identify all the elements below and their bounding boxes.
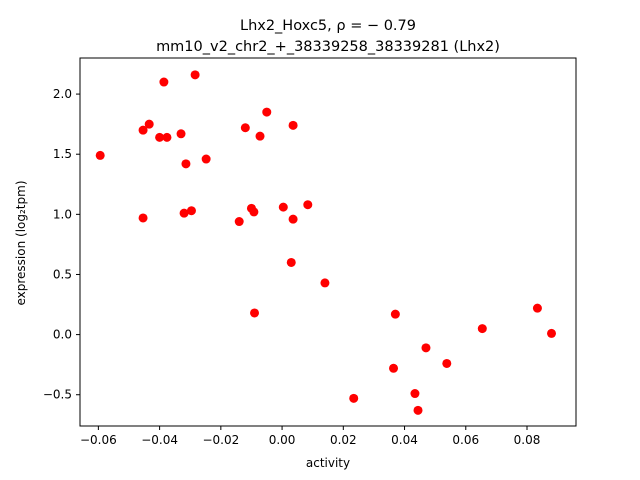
x-tick-label: −0.06 <box>80 433 117 447</box>
data-point-26 <box>349 393 359 403</box>
y-axis-ticks: −0.5 0.0 0.5 1.0 1.5 2.0 <box>43 87 80 402</box>
data-point-35 <box>547 328 557 338</box>
x-tick-label: 0.02 <box>330 433 357 447</box>
data-point-8 <box>176 129 186 139</box>
data-point-2 <box>144 119 154 129</box>
data-point-16 <box>249 207 259 217</box>
x-axis-ticks: −0.06 −0.04 −0.02 0.00 0.02 0.04 0.06 0.08 <box>80 426 540 447</box>
data-point-0 <box>95 150 105 160</box>
data-point-12 <box>201 154 211 164</box>
data-point-21 <box>288 120 298 130</box>
x-tick-label: 0.00 <box>269 433 296 447</box>
data-point-1 <box>138 125 148 135</box>
data-point-14 <box>240 123 250 133</box>
data-point-19 <box>250 308 260 318</box>
data-point-6 <box>190 70 200 80</box>
y-tick-label: −0.5 <box>43 388 72 402</box>
data-point-24 <box>286 257 296 267</box>
y-tick-label: 1.0 <box>53 207 72 221</box>
data-point-18 <box>262 107 272 117</box>
data-point-25 <box>320 278 330 288</box>
data-points <box>95 70 557 415</box>
plot-area: −0.06 −0.04 −0.02 0.00 0.02 0.04 0.06 0.08 −0.5… <box>43 57 577 447</box>
data-point-10 <box>179 208 189 218</box>
data-point-33 <box>477 324 487 334</box>
data-point-17 <box>255 131 265 141</box>
data-point-7 <box>138 213 148 223</box>
x-tick-label: 0.06 <box>452 433 479 447</box>
data-point-9 <box>181 159 191 169</box>
axes-frame <box>79 57 577 427</box>
data-point-4 <box>162 132 172 142</box>
x-tick-label: −0.04 <box>141 433 178 447</box>
x-tick-label: 0.08 <box>514 433 541 447</box>
data-point-27 <box>389 363 399 373</box>
x-axis-label: activity <box>306 456 350 470</box>
data-point-30 <box>413 405 423 415</box>
y-tick-label: 1.5 <box>53 147 72 161</box>
data-point-23 <box>303 200 313 210</box>
data-point-31 <box>421 343 431 353</box>
y-tick-label: 0.5 <box>53 267 72 281</box>
x-tick-label: −0.02 <box>202 433 239 447</box>
data-point-13 <box>234 217 244 227</box>
data-point-5 <box>159 77 169 87</box>
y-tick-label: 2.0 <box>53 87 72 101</box>
x-tick-label: 0.04 <box>391 433 418 447</box>
data-point-28 <box>390 309 400 319</box>
y-axis-label: expression (log₂tpm) <box>14 180 28 305</box>
data-point-34 <box>532 303 542 313</box>
chart-title-line1: Lhx2_Hoxc5, ρ = − 0.79 <box>240 18 416 34</box>
data-point-29 <box>410 389 420 399</box>
data-point-20 <box>278 202 288 212</box>
data-point-3 <box>155 132 165 142</box>
data-point-22 <box>288 214 298 224</box>
chart-title-line2: mm10_v2_chr2_+_38339258_38339281 (Lhx2) <box>156 39 500 55</box>
y-tick-label: 0.0 <box>53 328 72 342</box>
data-point-11 <box>186 206 196 216</box>
data-point-32 <box>442 358 452 368</box>
